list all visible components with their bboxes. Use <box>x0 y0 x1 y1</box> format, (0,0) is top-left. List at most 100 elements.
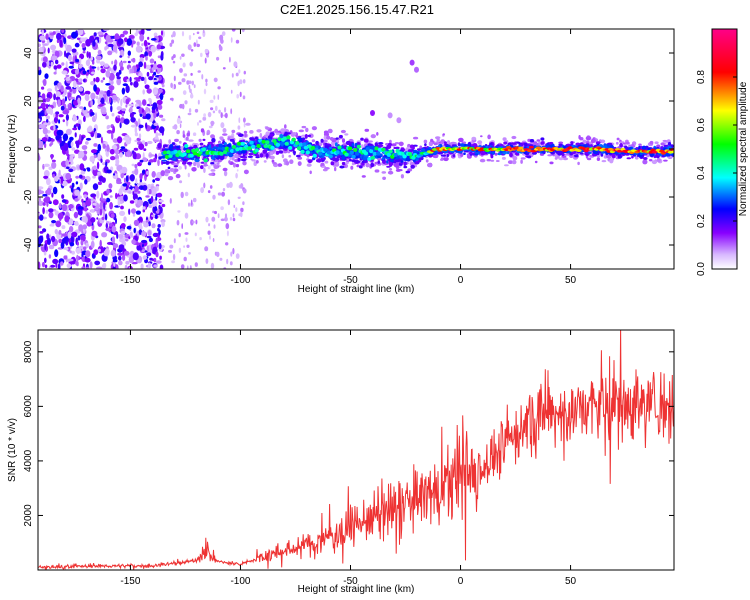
spectrogram-band <box>306 163 312 167</box>
spectrogram-speckle <box>169 198 172 204</box>
spectrogram-speckle <box>172 54 176 59</box>
spectrogram-band <box>248 152 254 156</box>
spectrogram-speckle <box>115 72 120 78</box>
spectrogram-speckle <box>47 238 51 245</box>
spectrogram-ridge <box>192 151 198 156</box>
spectrogram-speckle <box>242 79 246 84</box>
colorbar-tick-label: 0.4 <box>696 166 707 180</box>
spectrogram-band <box>511 142 517 145</box>
spectrogram-band <box>663 159 668 162</box>
spectrogram-band <box>403 165 408 169</box>
spectrogram-speckle <box>201 74 204 80</box>
spectrogram-speckle <box>62 119 65 123</box>
spectrogram-band <box>234 153 239 158</box>
spectrogram-band <box>619 141 625 144</box>
spectrogram-band <box>507 160 514 165</box>
spectrogram-speckle <box>82 51 86 54</box>
spectrogram-speckle <box>120 205 124 210</box>
spectrogram-speckle <box>75 175 80 179</box>
spectrogram-speckle <box>142 220 147 225</box>
spectrogram-band <box>238 133 244 137</box>
spectrogram-speckle <box>151 187 157 195</box>
spectrogram-ridge <box>303 145 309 150</box>
spectrogram-speckle <box>45 103 49 109</box>
spectrogram-speckle <box>161 84 165 88</box>
spectrogram-band <box>329 137 334 141</box>
spectrogram-speckle <box>224 107 227 113</box>
spectrogram-speckle <box>153 264 158 268</box>
spectrogram-speckle <box>169 244 174 249</box>
spectrogram-band <box>410 164 416 169</box>
spectrogram-speckle <box>55 220 62 228</box>
spectrogram-speckle <box>103 94 107 101</box>
spectrogram-band <box>327 128 333 134</box>
spectrogram-speckle <box>110 213 115 219</box>
spectrogram-band <box>430 138 434 143</box>
spectrogram-speckle <box>75 123 80 127</box>
spectrogram-ridge <box>365 147 370 151</box>
spectrogram-speckle <box>86 126 93 133</box>
colorbar-tick-label: 0.2 <box>696 214 707 228</box>
spectrogram-speckle <box>90 209 94 213</box>
spectrogram-speckle <box>114 59 118 66</box>
spectrogram-speckle <box>142 255 147 260</box>
spectrogram-speckle <box>93 84 97 92</box>
spectrogram-speckle <box>81 266 85 269</box>
spectrogram-band <box>208 173 214 176</box>
spectrogram-speckle <box>212 110 216 114</box>
spectrogram-speckle <box>109 96 112 104</box>
spectrogram-speckle <box>147 140 153 145</box>
spectrogram-speckle <box>151 223 156 229</box>
spectrogram-band <box>265 153 269 158</box>
spectrogram-band <box>164 172 169 177</box>
spectrogram-speckle <box>150 38 157 41</box>
spectrogram-ridge <box>344 152 349 157</box>
spectrogram-speckle <box>152 179 156 183</box>
spectrogram-band <box>617 153 622 157</box>
spectrogram-ridge <box>326 150 332 155</box>
spectrogram-ridge <box>173 149 178 154</box>
x-tick-label: -150 <box>120 275 140 286</box>
spectrogram-speckle <box>62 133 69 142</box>
spectrogram-ridge <box>367 157 372 161</box>
spectrogram-speckle <box>213 95 216 100</box>
spectrogram-speckle <box>89 261 93 269</box>
spectrogram-speckle <box>190 72 193 76</box>
spectrogram-speckle <box>141 29 145 35</box>
spectrogram-speckle <box>127 55 130 59</box>
spectrogram-speckle <box>185 237 188 242</box>
spectrogram-band <box>207 141 214 144</box>
spectrogram-band <box>222 167 228 172</box>
spectrogram-speckle <box>145 122 148 129</box>
spectrogram-band <box>244 133 247 138</box>
spectrogram-speckle <box>107 43 114 48</box>
spectrogram-band <box>231 157 235 161</box>
spectrogram-speckle <box>84 257 91 263</box>
spectrogram-band <box>263 160 267 163</box>
spectrogram-speckle <box>140 76 145 81</box>
spectrogram-speckle <box>131 42 134 48</box>
spectrogram-band <box>393 146 397 150</box>
spectrogram-band <box>272 162 277 165</box>
spectrogram-band <box>580 152 584 155</box>
spectrogram-ridge <box>302 142 307 147</box>
spectrogram-speckle <box>56 64 62 69</box>
spectrogram-speckle <box>173 238 176 244</box>
spectrogram-speckle <box>116 76 121 80</box>
spectrogram-speckle <box>61 62 65 66</box>
spectrogram-speckle <box>227 199 231 206</box>
spectrogram-speckle <box>48 166 53 171</box>
spectrogram-speckle <box>50 44 57 51</box>
spectrogram-band <box>193 144 198 149</box>
spectrogram-band <box>441 157 444 160</box>
spectrogram-speckle <box>191 80 194 86</box>
spectrogram-band <box>390 159 394 163</box>
spectrogram-speckle <box>130 124 137 128</box>
spectrogram-speckle <box>240 207 244 213</box>
spectrogram-band <box>648 159 653 162</box>
spectrogram-ridge <box>295 141 300 145</box>
spectrogram-band <box>540 141 545 145</box>
spectrogram-band <box>638 145 641 151</box>
spectrogram-speckle <box>65 114 69 121</box>
